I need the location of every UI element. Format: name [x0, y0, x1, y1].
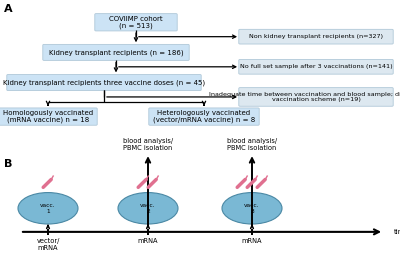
- Text: A: A: [4, 4, 13, 14]
- FancyBboxPatch shape: [43, 44, 189, 61]
- Text: Inadequate time between vaccination and blood sample; different
vaccination sche: Inadequate time between vaccination and …: [209, 91, 400, 102]
- Ellipse shape: [222, 193, 282, 224]
- FancyBboxPatch shape: [0, 108, 97, 125]
- Text: mRNA: mRNA: [242, 238, 262, 244]
- Text: vacc.
3: vacc. 3: [244, 203, 260, 214]
- Text: Homologously vaccinated
(mRNA vaccine) n = 18: Homologously vaccinated (mRNA vaccine) n…: [3, 110, 93, 123]
- Text: time: time: [394, 229, 400, 235]
- Text: blood analysis/
PBMC isolation: blood analysis/ PBMC isolation: [227, 138, 277, 151]
- FancyBboxPatch shape: [149, 108, 259, 125]
- Text: vacc.
1: vacc. 1: [40, 203, 56, 214]
- Text: mRNA: mRNA: [138, 238, 158, 244]
- Text: No full set sample after 3 vaccinations (n=141): No full set sample after 3 vaccinations …: [240, 64, 392, 69]
- Text: B: B: [4, 159, 12, 168]
- Text: Non kidney transplant recipients (n=327): Non kidney transplant recipients (n=327): [249, 34, 383, 39]
- Text: Kidney transplant recipients three vaccine doses (n = 45): Kidney transplant recipients three vacci…: [3, 79, 205, 86]
- Ellipse shape: [18, 193, 78, 224]
- Text: vector/
mRNA: vector/ mRNA: [36, 238, 60, 252]
- Text: vacc.
2: vacc. 2: [140, 203, 156, 214]
- Text: Heterologously vaccinated
(vector/mRNA vaccine) n = 8: Heterologously vaccinated (vector/mRNA v…: [153, 110, 255, 123]
- FancyBboxPatch shape: [95, 14, 177, 31]
- Ellipse shape: [118, 193, 178, 224]
- FancyBboxPatch shape: [239, 59, 393, 74]
- Text: COVIIMP cohort
(n = 513): COVIIMP cohort (n = 513): [109, 15, 163, 29]
- FancyBboxPatch shape: [239, 29, 393, 44]
- Text: blood analysis/
PBMC isolation: blood analysis/ PBMC isolation: [123, 138, 173, 151]
- FancyBboxPatch shape: [7, 74, 201, 91]
- FancyBboxPatch shape: [239, 88, 393, 106]
- Text: Kidney transplant recipients (n = 186): Kidney transplant recipients (n = 186): [49, 49, 183, 56]
